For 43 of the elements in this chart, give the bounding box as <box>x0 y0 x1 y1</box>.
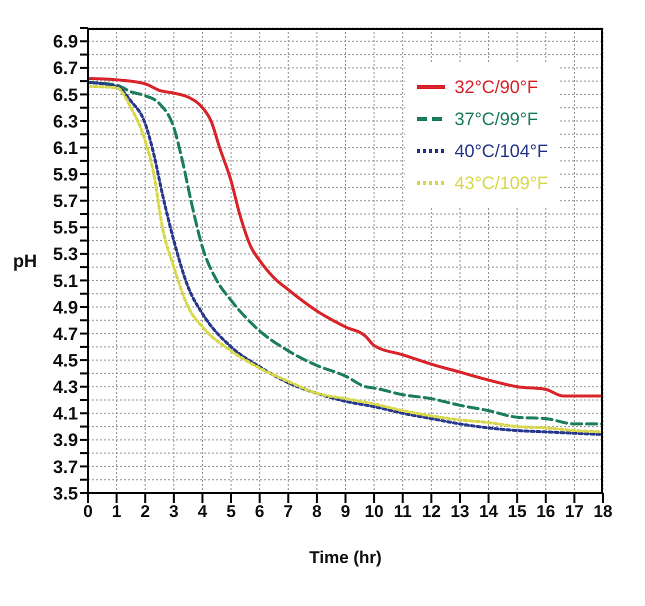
x-tick-label: 11 <box>394 502 412 522</box>
x-tick-label: 9 <box>340 502 350 522</box>
y-tick-label: 3.9 <box>52 430 78 450</box>
y-tick-label: 4.1 <box>52 404 78 424</box>
y-tick-label: 5.1 <box>52 270 78 291</box>
x-tick-label: 6 <box>254 502 264 522</box>
x-tick-label: 16 <box>536 502 556 522</box>
y-tick-label: 6.5 <box>52 84 78 105</box>
y-tick-label: 6.7 <box>52 58 78 78</box>
y-tick-label: 4.5 <box>52 350 78 371</box>
y-tick-label: 6.3 <box>52 111 78 132</box>
legend-label: 32°C/90°F <box>454 76 538 98</box>
y-tick-label: 6.1 <box>52 138 78 158</box>
legend-label: 37°C/99°F <box>454 108 538 130</box>
x-tick-label: 8 <box>312 502 322 522</box>
x-tick-label: 12 <box>422 502 441 522</box>
x-tick-label: 15 <box>508 502 527 522</box>
y-tick-label: 3.5 <box>52 483 78 504</box>
x-tick-label: 4 <box>198 502 208 522</box>
x-tick-label: 7 <box>284 502 294 522</box>
x-tick-label: 1 <box>112 502 122 522</box>
x-tick-label: 10 <box>364 502 384 522</box>
legend-label: 40°C/104°F <box>454 140 548 162</box>
x-tick-label: 0 <box>83 502 93 522</box>
y-tick-label: 5.9 <box>52 164 78 185</box>
x-axis-title: Time (hr) <box>309 548 382 567</box>
x-tick-label: 5 <box>226 502 236 522</box>
x-tick-label: 3 <box>169 502 179 522</box>
y-tick-label: 6.9 <box>52 32 78 52</box>
legend-label: 43°C/109°F <box>454 172 548 194</box>
x-tick-label: 18 <box>594 502 612 522</box>
y-tick-label: 4.9 <box>52 297 78 318</box>
y-tick-label: 5.3 <box>52 244 78 264</box>
y-tick-label: 5.7 <box>52 191 78 212</box>
x-tick-label: 2 <box>140 502 150 522</box>
x-tick-label: 13 <box>450 502 470 522</box>
y-tick-label: 5.5 <box>52 218 78 238</box>
x-tick-label: 17 <box>564 502 584 522</box>
y-tick-label: 4.7 <box>52 324 78 344</box>
y-axis-title: pH <box>13 250 37 271</box>
y-tick-label: 3.7 <box>52 456 78 477</box>
x-tick-label: 14 <box>479 502 499 522</box>
y-tick-label: 4.3 <box>52 377 78 398</box>
